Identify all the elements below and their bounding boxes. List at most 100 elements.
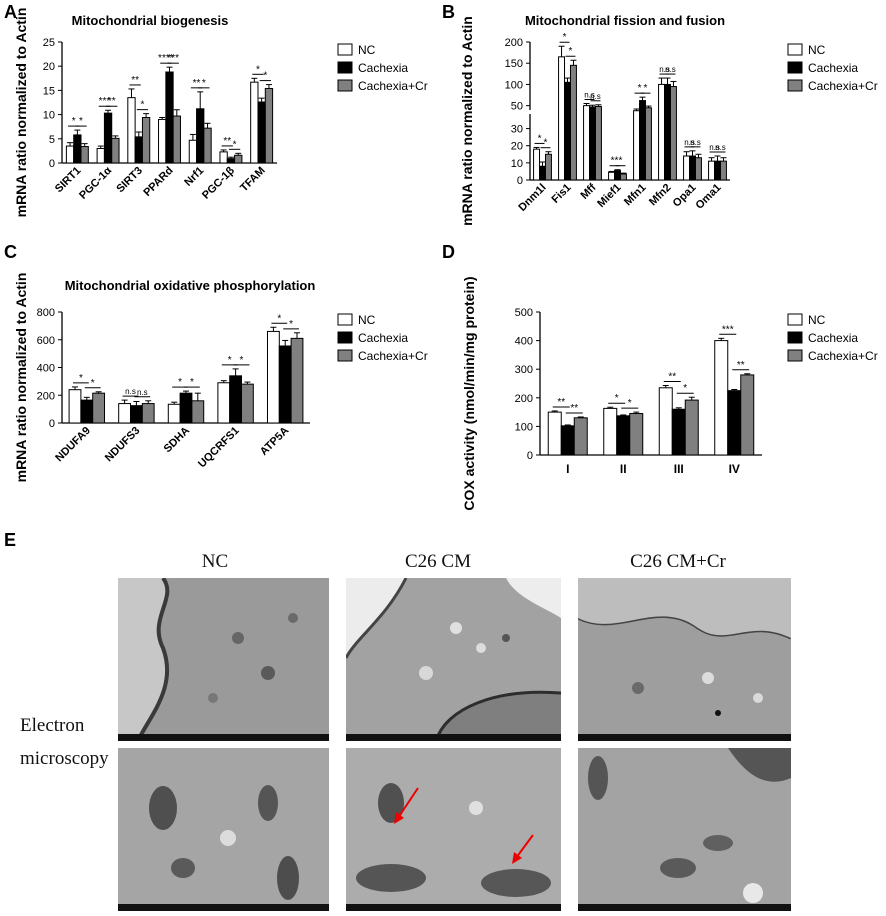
panel-letter: A — [4, 2, 17, 22]
sig-label: n.s — [125, 387, 136, 396]
y-tick-label: 10 — [43, 110, 55, 122]
chart-panel-D: D COX activity (nmol/min/mg protein) 0 100 2… — [442, 242, 878, 511]
bar-cachexia — [73, 134, 82, 164]
legend-swatch — [787, 61, 803, 74]
bar-nc — [96, 147, 105, 164]
sig-label: ** — [223, 136, 231, 147]
sig-label: n.s — [584, 91, 595, 100]
legend-label: Cachexia+Cr — [808, 79, 878, 93]
bar-cachexia — [80, 399, 94, 424]
bar-cachexiacr — [234, 154, 243, 164]
legend-label: Cachexia+Cr — [358, 79, 428, 93]
bar-cachexia — [614, 170, 621, 181]
axis-break — [524, 110, 732, 114]
x-tick-label: SDHA — [162, 425, 193, 456]
bar-cachexia — [616, 415, 631, 456]
bar-cachexia — [165, 71, 174, 164]
bar-nc — [547, 411, 562, 456]
x-tick-label: Mff — [578, 181, 598, 201]
sig-label: * — [178, 377, 182, 388]
sig-label: * — [569, 46, 573, 57]
bar-cachexia — [129, 405, 143, 424]
bar-nc — [65, 145, 75, 164]
sig-label: * — [644, 83, 648, 94]
bar-cachexiacr — [619, 173, 627, 181]
y-tick-label: 100 — [515, 421, 533, 433]
sig-label: ** — [611, 156, 619, 167]
em-texture — [118, 578, 329, 741]
bar-cachexia — [226, 158, 236, 164]
bar-cachexia — [589, 106, 596, 181]
panel-letter: C — [4, 242, 17, 262]
em-texture — [578, 578, 791, 741]
bar-cachexia — [229, 375, 243, 424]
bar-cachexiacr — [141, 117, 151, 164]
bar-nc — [558, 56, 566, 181]
sig-label: * — [289, 319, 293, 330]
sig-label: ** — [557, 397, 565, 408]
bar-nc — [188, 139, 198, 164]
x-tick-label: IV — [729, 462, 740, 476]
bar-cachexiacr — [191, 400, 205, 424]
bar-nc — [658, 83, 666, 181]
bar-cachexiacr — [92, 392, 106, 424]
sig-label: n.s — [690, 138, 701, 147]
y-tick-label: 800 — [37, 307, 55, 319]
legend-swatch — [337, 331, 353, 344]
panel-letter: B — [442, 2, 455, 22]
sig-label: * — [79, 373, 83, 384]
em-image-c26cmcr-high — [578, 748, 791, 911]
y-axis-label: mRNA ratio normalized to Actin — [459, 16, 475, 226]
y-tick-label: 20 — [43, 61, 55, 73]
x-tick-label: PGC-1α — [77, 164, 114, 201]
y-tick-label: 0 — [49, 158, 55, 170]
bar-cachexiacr — [644, 107, 652, 181]
bar-nc — [68, 389, 82, 424]
sig-label: * — [638, 83, 642, 94]
sig-label: n.s — [709, 143, 720, 152]
sig-label: * — [256, 64, 260, 75]
bar-cachexiacr — [694, 157, 702, 181]
bar-nc — [633, 110, 641, 181]
y-tick-label: 500 — [515, 307, 533, 319]
sig-label: n.s — [665, 65, 676, 74]
sig-label: * — [72, 116, 76, 127]
y-tick-label: 200 — [515, 393, 533, 405]
bar-cachexiacr — [172, 115, 181, 164]
bar-nc — [533, 148, 541, 181]
chart-panel-A: A Mitochondrial biogenesis mRNA ratio norm… — [4, 2, 428, 217]
sig-label: * — [538, 133, 542, 144]
bar-cachexiacr — [594, 105, 602, 181]
bar-cachexiacr — [719, 160, 727, 181]
bar-nc — [683, 155, 691, 181]
bar-cachexiacr — [569, 64, 577, 181]
sig-label: * — [190, 377, 194, 388]
sig-label: n.s — [659, 65, 670, 74]
sig-label: * — [628, 398, 632, 409]
em-image-c26cm-low — [346, 578, 561, 741]
red-arrow-icon — [397, 787, 419, 819]
bar-nc — [608, 171, 616, 181]
bar-cachexia — [278, 345, 292, 424]
legend-swatch — [787, 331, 803, 344]
bar-cachexia — [671, 408, 686, 456]
sig-label: * — [240, 355, 244, 366]
x-tick-label: NDUFS3 — [103, 425, 143, 465]
bar-cachexia — [196, 108, 205, 164]
legend-swatch — [787, 79, 803, 92]
bar-cachexiacr — [740, 374, 755, 456]
chart-title: Mitochondrial biogenesis — [72, 13, 229, 28]
legend-label: Cachexia — [808, 61, 858, 75]
sig-label: ** — [108, 96, 116, 107]
y-tick-label: 0 — [49, 418, 55, 430]
bar-cachexiacr — [203, 127, 212, 164]
x-tick-label: Fis1 — [550, 182, 574, 206]
em-texture — [346, 748, 561, 911]
y-tick-label: 100 — [505, 79, 523, 91]
y-tick-label: 200 — [505, 37, 523, 49]
bar-cachexia — [179, 392, 193, 424]
chart-panel-C: C Mitochondrial oxidative phosphorylation… — [4, 242, 428, 482]
y-tick-label: 30 — [511, 124, 523, 136]
sig-label: n.s — [590, 92, 601, 101]
sig-label: *** — [722, 324, 734, 335]
